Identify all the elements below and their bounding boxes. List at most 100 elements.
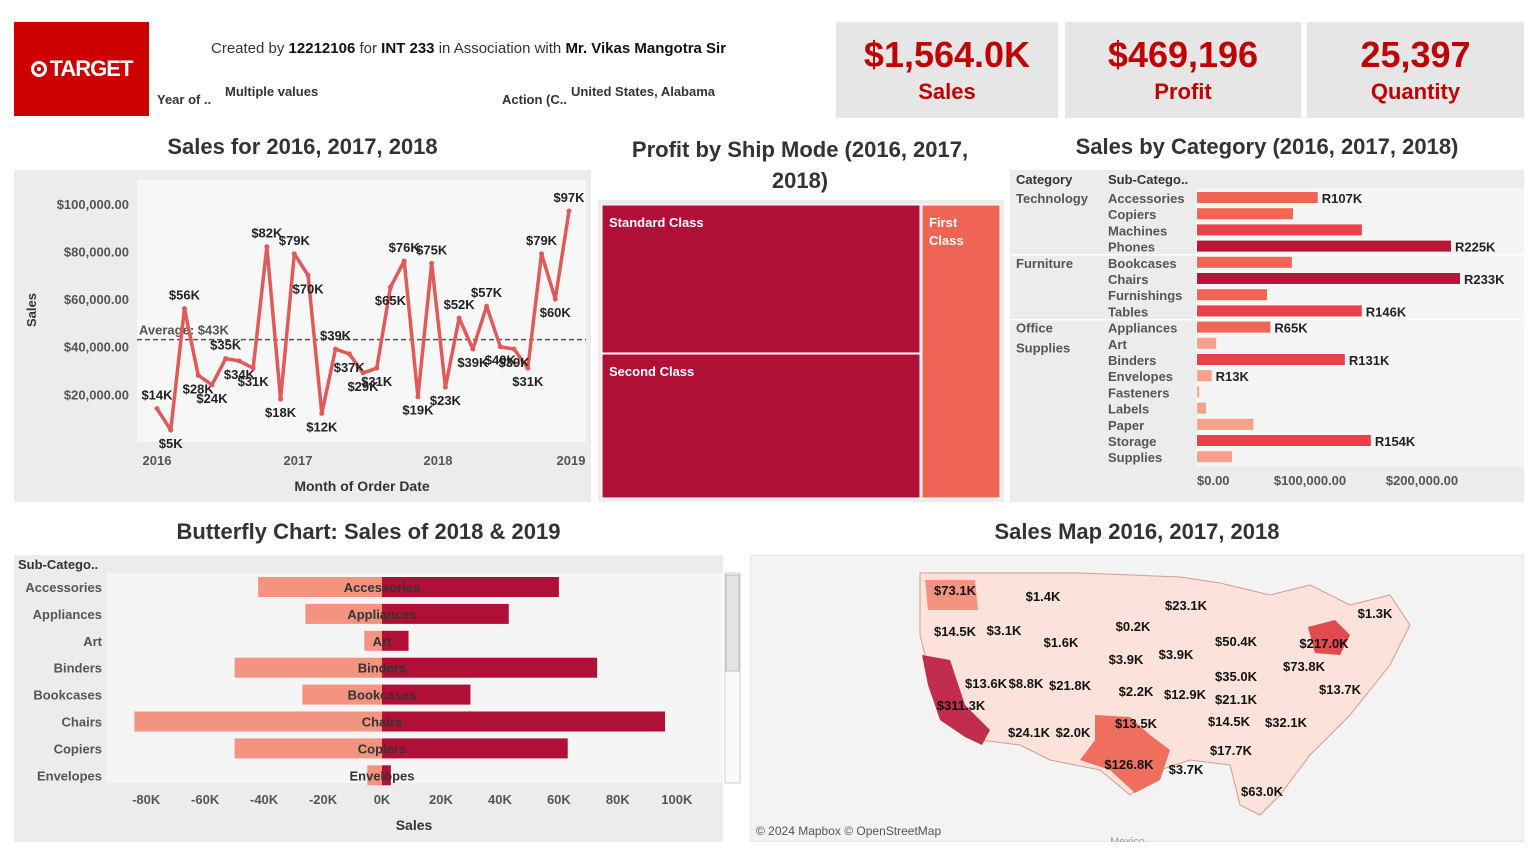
sales-point[interactable] (291, 251, 297, 257)
butterfly-left-bar[interactable] (367, 765, 382, 786)
sales-point[interactable] (319, 410, 325, 416)
butterfly-left-bar[interactable] (234, 657, 382, 678)
category-label: Office (1016, 321, 1053, 336)
category-bar[interactable] (1197, 386, 1200, 398)
butterfly-chart[interactable]: Sub-Catego.. Accessories Accessories Applia… (14, 555, 741, 842)
butterfly-left-bar[interactable] (305, 603, 382, 624)
butterfly-right-bar[interactable] (382, 630, 409, 651)
treemap-standard-class[interactable] (601, 204, 921, 354)
butterfly-left-bar[interactable] (258, 577, 382, 597)
scrollbar-thumb[interactable] (725, 574, 740, 672)
butterfly-left-bar[interactable] (364, 630, 382, 651)
sales-point[interactable] (333, 346, 339, 352)
sales-data-label: $60K (540, 305, 572, 320)
category-bar-chart[interactable]: Category Sub-Catego.. Technology Accessorie… (1010, 170, 1524, 502)
treemap-cell-label: First (929, 215, 958, 230)
category-bar[interactable] (1197, 289, 1267, 301)
sales-data-label: $18K (265, 405, 297, 420)
category-bar[interactable] (1197, 370, 1212, 382)
sales-point[interactable] (374, 365, 380, 371)
category-bar[interactable] (1197, 337, 1217, 349)
sales-data-label: $79K (279, 233, 311, 248)
sales-map[interactable]: $73.1K $1.4K $23.1K $1.3K $14.5K $3.1K $0.2K $1… (750, 555, 1524, 842)
sales-data-label: $37K (334, 360, 366, 375)
sales-point[interactable] (442, 384, 448, 390)
category-bar[interactable] (1197, 321, 1271, 333)
x-tick-label: 2017 (284, 453, 313, 468)
sales-point[interactable] (236, 358, 242, 364)
sales-point[interactable] (264, 244, 270, 250)
us-land (919, 572, 1411, 816)
sales-point[interactable] (278, 396, 284, 402)
map-sales-label: $23.1K (1165, 598, 1208, 613)
sales-point[interactable] (539, 251, 545, 257)
sales-point[interactable] (209, 382, 215, 388)
x-tick-label: -40K (250, 792, 279, 807)
state-texas[interactable] (1080, 715, 1170, 793)
sales-point[interactable] (525, 365, 531, 371)
butterfly-left-bar[interactable] (134, 711, 382, 732)
map-sales-label: $63.0K (1241, 784, 1284, 799)
sales-point[interactable] (181, 306, 187, 312)
sales-point[interactable] (511, 346, 517, 352)
ship-mode-treemap[interactable]: Standard Class Second Class First Class (598, 200, 1004, 502)
category-bar[interactable] (1197, 451, 1232, 463)
filter-year-value[interactable]: Multiple values (225, 84, 319, 99)
category-bar[interactable] (1197, 208, 1293, 220)
subcategory-header: Sub-Catego.. (1108, 172, 1188, 187)
sales-point[interactable] (195, 372, 201, 378)
butterfly-left-bar[interactable] (234, 738, 382, 759)
category-bar[interactable] (1197, 402, 1207, 414)
sales-point[interactable] (401, 258, 407, 264)
category-bar[interactable] (1197, 305, 1362, 317)
sales-data-label: $75K (416, 242, 448, 257)
sales-point[interactable] (552, 296, 558, 302)
sales-line-chart[interactable]: $20,000.00 $40,000.00 $60,000.00 $80,000.00… (14, 170, 591, 502)
butterfly-left-bar[interactable] (302, 684, 382, 705)
sales-point[interactable] (456, 315, 462, 321)
butterfly-right-bar[interactable] (382, 711, 665, 732)
sales-point[interactable] (415, 394, 421, 400)
butterfly-right-bar[interactable] (382, 765, 391, 786)
sales-point[interactable] (305, 272, 311, 278)
category-bar[interactable] (1197, 192, 1318, 203)
butterfly-right-bar[interactable] (382, 603, 509, 624)
map-sales-label: $14.5K (934, 624, 977, 639)
bullseye-icon (30, 61, 47, 77)
category-bar[interactable] (1197, 418, 1254, 430)
sales-point[interactable] (470, 346, 476, 352)
sales-point[interactable] (387, 284, 393, 290)
category-bar[interactable] (1197, 240, 1451, 252)
filter-action-value[interactable]: United States, Alabama (571, 84, 716, 99)
category-bar[interactable] (1197, 256, 1292, 268)
sales-data-label: $39K (320, 328, 352, 343)
state-new-york[interactable] (1308, 620, 1350, 655)
sales-point[interactable] (250, 365, 256, 371)
sales-point[interactable] (154, 406, 160, 412)
sales-point[interactable] (168, 427, 174, 433)
category-bar[interactable] (1197, 435, 1371, 446)
sales-point[interactable] (429, 260, 435, 266)
sales-point[interactable] (223, 356, 229, 362)
sales-point[interactable] (346, 351, 352, 357)
map-sales-label: $21.1K (1215, 692, 1258, 707)
state-california[interactable] (922, 655, 990, 745)
category-bar[interactable] (1197, 354, 1345, 365)
category-label: Technology (1016, 191, 1089, 206)
category-bar[interactable] (1197, 224, 1362, 236)
sales-point[interactable] (497, 344, 503, 350)
treemap-second-class[interactable] (601, 353, 921, 499)
subcategory-label: Chairs (1108, 272, 1148, 287)
state-washington[interactable] (925, 580, 978, 610)
butterfly-right-bar[interactable] (382, 577, 559, 597)
butterfly-right-bar[interactable] (382, 684, 471, 705)
butterfly-right-bar[interactable] (382, 738, 568, 759)
sales-data-label: $12K (306, 419, 338, 434)
category-bar[interactable] (1197, 273, 1460, 284)
sales-point[interactable] (360, 370, 366, 376)
sales-point[interactable] (566, 208, 572, 214)
sales-data-label: $31K (361, 374, 393, 389)
butterfly-right-bar[interactable] (382, 657, 598, 678)
treemap-first-class[interactable] (921, 204, 1001, 499)
sales-point[interactable] (484, 303, 490, 309)
